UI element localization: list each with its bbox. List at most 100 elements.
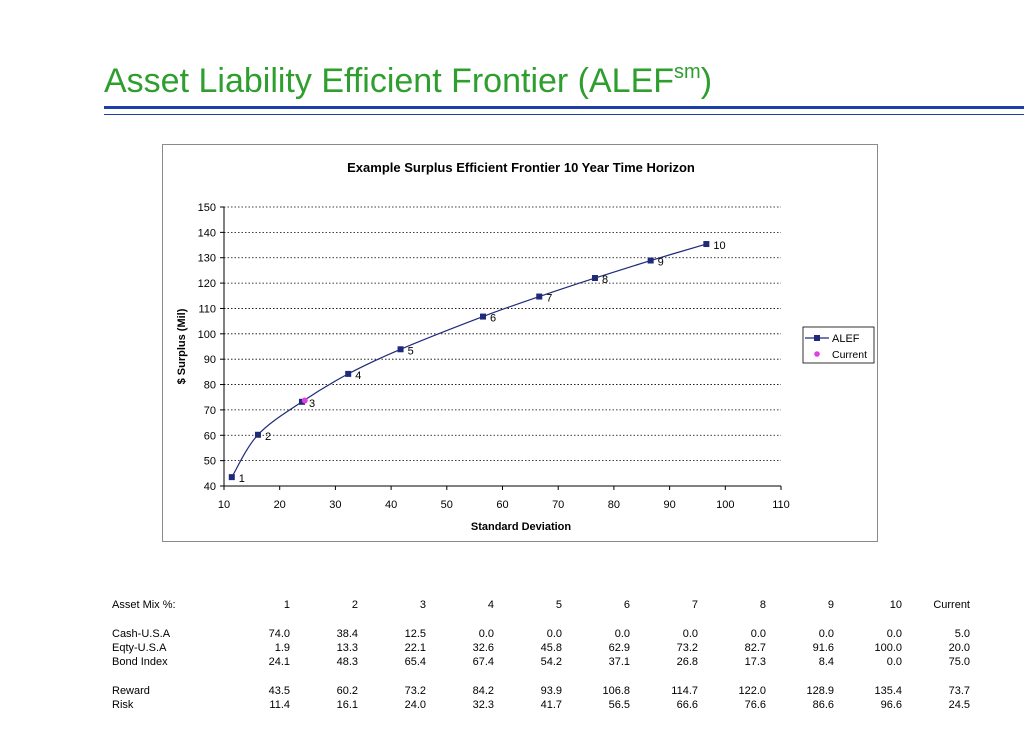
table-row: Risk 11.4 16.1 24.0 32.3 41.7 56.5 66.6 76.6 86.6… xyxy=(108,698,970,712)
table-cell: 82.7 xyxy=(744,641,766,654)
table-cell: 8.4 xyxy=(818,656,834,669)
table-column-header: 3 xyxy=(419,599,426,611)
x-tick-label: 50 xyxy=(441,499,453,511)
alef-point xyxy=(647,257,654,264)
table-cell: 16.1 xyxy=(336,699,358,712)
table-column-header: 7 xyxy=(691,599,698,611)
table-cell: 122.0 xyxy=(738,684,766,697)
table-cell: 0.0 xyxy=(546,627,562,640)
table-spacer-row xyxy=(108,669,970,683)
table-cell: 0.0 xyxy=(818,627,834,640)
table-cell: 0.0 xyxy=(614,627,630,640)
table-cell: 32.6 xyxy=(472,641,494,654)
y-tick-label: 70 xyxy=(204,405,216,417)
table-cell: 22.1 xyxy=(404,641,426,654)
table-cell: 91.6 xyxy=(812,641,834,654)
x-tick-label: 80 xyxy=(608,499,620,511)
alef-point xyxy=(703,241,710,248)
legend-alef-label: ALEF xyxy=(832,333,860,345)
slide-title: Asset Liability Efficient Frontier (ALEF… xyxy=(104,60,713,101)
table-column-header: 9 xyxy=(827,599,834,611)
table-cell: 128.9 xyxy=(806,684,834,697)
alef-series-line xyxy=(231,243,707,478)
table-cell: 0.0 xyxy=(750,627,766,640)
table-cell: 26.8 xyxy=(676,656,698,669)
table-cell: 56.5 xyxy=(608,699,630,712)
y-tick-label: 60 xyxy=(204,430,216,442)
table-cell: 54.2 xyxy=(540,656,562,669)
alef-point xyxy=(536,293,543,300)
table-column-header: 8 xyxy=(759,599,766,611)
alef-point xyxy=(228,474,235,481)
slide-title-close: ) xyxy=(700,62,713,100)
y-axis-label: $ Surplus (Mil) xyxy=(176,308,188,384)
table-cell: 32.3 xyxy=(472,699,494,712)
table-cell: 0.0 xyxy=(478,627,494,640)
slide-title-superscript: sm xyxy=(674,60,701,83)
table-spacer-row xyxy=(108,612,970,626)
alef-point-label: 9 xyxy=(658,257,664,269)
alef-point xyxy=(254,431,261,438)
table-cell: 1.9 xyxy=(274,641,290,654)
y-tick-label: 50 xyxy=(204,456,216,468)
table-cell: 73.2 xyxy=(676,641,698,654)
table-row-label: Reward xyxy=(112,684,150,697)
table-row: Cash-U.S.A 74.0 38.4 12.5 0.0 0.0 0.0 0.0 0.0 0.0… xyxy=(108,627,970,641)
table-cell: 62.9 xyxy=(608,641,630,654)
alef-point xyxy=(591,275,598,282)
y-tick-label: 80 xyxy=(204,380,216,392)
table-cell: 60.2 xyxy=(336,684,358,697)
table-column-header: 4 xyxy=(487,599,494,611)
table-cell: 37.1 xyxy=(608,656,630,669)
table-row-label: Cash-U.S.A xyxy=(112,627,171,640)
table-header-row: Asset Mix %: 1 2 3 4 5 6 7 8 9 10 Current xyxy=(108,598,970,612)
table-column-header: 1 xyxy=(283,599,290,611)
x-tick-label: 20 xyxy=(274,499,286,511)
table-cell: 45.8 xyxy=(540,641,562,654)
legend-current-marker xyxy=(814,351,820,357)
table-cell: 65.4 xyxy=(404,656,426,669)
current-point xyxy=(301,397,308,404)
table-row-label: Eqty-U.S.A xyxy=(112,641,167,654)
alef-point xyxy=(397,346,404,353)
table-cell: 20.0 xyxy=(948,641,970,654)
table-cell: 13.3 xyxy=(336,641,358,654)
table-cell: 66.6 xyxy=(676,699,698,712)
legend-current-label: Current xyxy=(832,349,867,361)
table-spacer-cell xyxy=(108,612,970,626)
table-cell: 11.4 xyxy=(269,699,290,712)
table-row: Eqty-U.S.A 1.9 13.3 22.1 32.6 45.8 62.9 73.2 82.… xyxy=(108,641,970,655)
alef-point-label: 2 xyxy=(265,431,271,443)
x-tick-label: 110 xyxy=(772,499,790,511)
asset-mix-table: Asset Mix %: 1 2 3 4 5 6 7 8 9 10 Current Cash-U.S.A… xyxy=(108,598,970,712)
table-cell: 93.9 xyxy=(540,684,562,697)
table-column-header: 10 xyxy=(889,599,902,611)
table-column-header: 5 xyxy=(555,599,562,611)
y-tick-label: 40 xyxy=(204,481,216,493)
table-spacer-cell xyxy=(108,669,970,683)
alef-point-label: 5 xyxy=(408,345,414,357)
table-cell: 73.7 xyxy=(948,684,970,697)
table-row: Bond Index 24.1 48.3 65.4 67.4 54.2 37.1 26.8 17… xyxy=(108,655,970,669)
table-cell: 84.2 xyxy=(472,684,494,697)
y-tick-label: 120 xyxy=(198,278,216,290)
slide-title-text: Asset Liability Efficient Frontier (ALEF xyxy=(104,62,675,100)
alef-point-label: 10 xyxy=(713,240,725,252)
x-axis-label: Standard Deviation xyxy=(471,521,572,533)
table-cell: 96.6 xyxy=(880,699,902,712)
legend-alef-marker xyxy=(814,335,820,341)
x-tick-label: 70 xyxy=(552,499,564,511)
x-tick-label: 60 xyxy=(496,499,508,511)
alef-point-label: 8 xyxy=(602,274,608,286)
y-tick-label: 110 xyxy=(198,303,216,315)
title-divider-thick xyxy=(104,106,1024,109)
table-cell: 0.0 xyxy=(886,656,902,669)
table-cell: 5.0 xyxy=(954,627,970,640)
x-tick-label: 90 xyxy=(663,499,675,511)
legend-box xyxy=(802,326,875,364)
table-cell: 0.0 xyxy=(886,627,902,640)
table-cell: 0.0 xyxy=(682,627,698,640)
table-cell: 76.6 xyxy=(744,699,766,712)
table-cell: 17.3 xyxy=(744,656,766,669)
y-tick-label: 90 xyxy=(204,354,216,366)
